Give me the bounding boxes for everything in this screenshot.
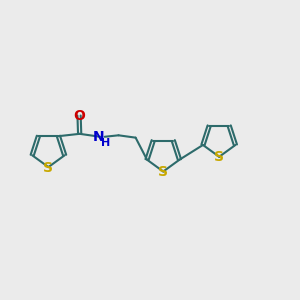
Text: S: S bbox=[158, 165, 168, 179]
Text: O: O bbox=[73, 109, 85, 123]
Text: S: S bbox=[214, 150, 224, 164]
Text: N: N bbox=[93, 130, 105, 144]
Text: H: H bbox=[101, 138, 110, 148]
Text: S: S bbox=[44, 161, 53, 175]
